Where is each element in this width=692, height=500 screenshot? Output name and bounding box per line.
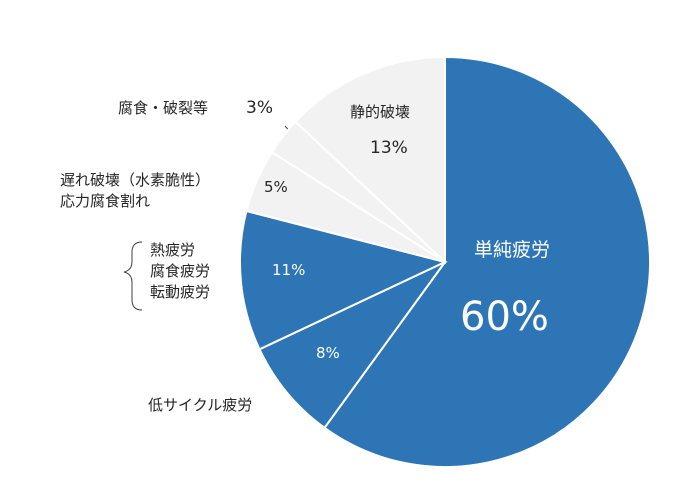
- brace: [123, 241, 143, 311]
- category-label: 静的破壊: [350, 103, 411, 121]
- category-label: 単純疲労: [474, 239, 551, 261]
- pie-slice: [294, 55, 446, 265]
- category-label: 低サイクル疲労: [148, 396, 253, 414]
- pie-slice: [258, 261, 446, 430]
- pie-slice: [239, 209, 448, 351]
- category-label: 熱疲労 腐食疲労 転動疲労: [150, 241, 211, 301]
- pie-slice: [323, 55, 651, 468]
- value-label: 60%: [460, 294, 549, 340]
- category-label: 遅れ破壊（水素脆性） 応力腐食割れ: [60, 171, 211, 210]
- category-label: 腐食・破裂等: [118, 99, 209, 117]
- value-label: 8%: [316, 344, 340, 362]
- value-label: 3%: [246, 98, 273, 118]
- value-label: 11%: [272, 261, 306, 279]
- value-label: 13%: [370, 138, 408, 158]
- value-label: 5%: [264, 178, 288, 196]
